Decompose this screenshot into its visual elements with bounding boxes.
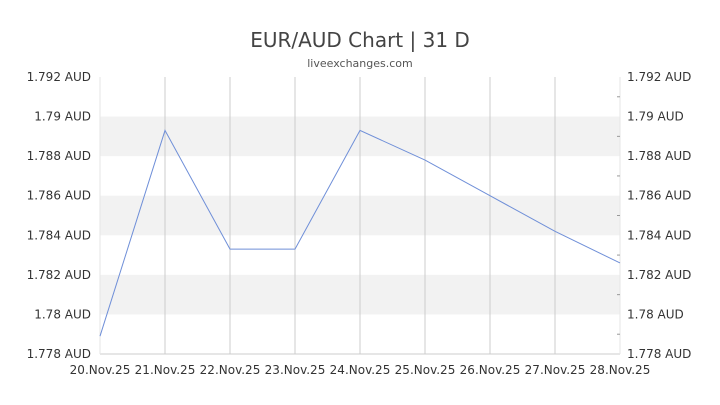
y-tick-label-right: 1.786 AUD (627, 189, 691, 203)
y-tick-label-left: 1.778 AUD (27, 347, 91, 361)
y-tick-label-left: 1.788 AUD (27, 149, 91, 163)
x-tick-label: 22.Nov.25 (200, 363, 261, 377)
chart-subtitle: liveexchanges.com (307, 57, 412, 70)
y-tick-label-right: 1.778 AUD (627, 347, 691, 361)
y-tick-label-left: 1.792 AUD (27, 70, 91, 84)
x-tick-label: 20.Nov.25 (70, 363, 131, 377)
y-tick-label-right: 1.79 AUD (627, 110, 684, 124)
x-tick-label: 24.Nov.25 (330, 363, 391, 377)
x-tick-label: 21.Nov.25 (135, 363, 196, 377)
y-tick-label-left: 1.79 AUD (34, 110, 91, 124)
y-tick-label-right: 1.788 AUD (627, 149, 691, 163)
x-tick-label: 27.Nov.25 (525, 363, 586, 377)
y-tick-label-left: 1.78 AUD (34, 307, 91, 321)
vertical-gridlines (164, 77, 556, 354)
chart-title: EUR/AUD Chart | 31 D (250, 28, 470, 52)
x-tick-label: 28.Nov.25 (590, 363, 651, 377)
x-tick-label: 23.Nov.25 (265, 363, 326, 377)
y-tick-label-right: 1.782 AUD (627, 268, 691, 282)
x-axis: 20.Nov.25 21.Nov.25 22.Nov.25 23.Nov.25 24.N… (70, 363, 651, 377)
x-tick-label: 26.Nov.25 (460, 363, 521, 377)
y-axis-left: 1.792 AUD 1.79 AUD 1.788 AUD 1.786 AUD 1.784… (27, 70, 91, 361)
y-tick-label-right: 1.78 AUD (627, 307, 684, 321)
y-tick-label-right: 1.792 AUD (627, 70, 691, 84)
x-tick-label: 25.Nov.25 (395, 363, 456, 377)
y-tick-label-left: 1.786 AUD (27, 189, 91, 203)
y-tick-label-right: 1.784 AUD (627, 228, 691, 242)
series-layer (99, 129, 621, 337)
y-tick-label-left: 1.782 AUD (27, 268, 91, 282)
series-line (99, 129, 621, 337)
y-axis-right: 1.792 AUD 1.79 AUD 1.788 AUD 1.786 AUD 1.784… (617, 70, 691, 361)
y-tick-label-left: 1.784 AUD (27, 228, 91, 242)
